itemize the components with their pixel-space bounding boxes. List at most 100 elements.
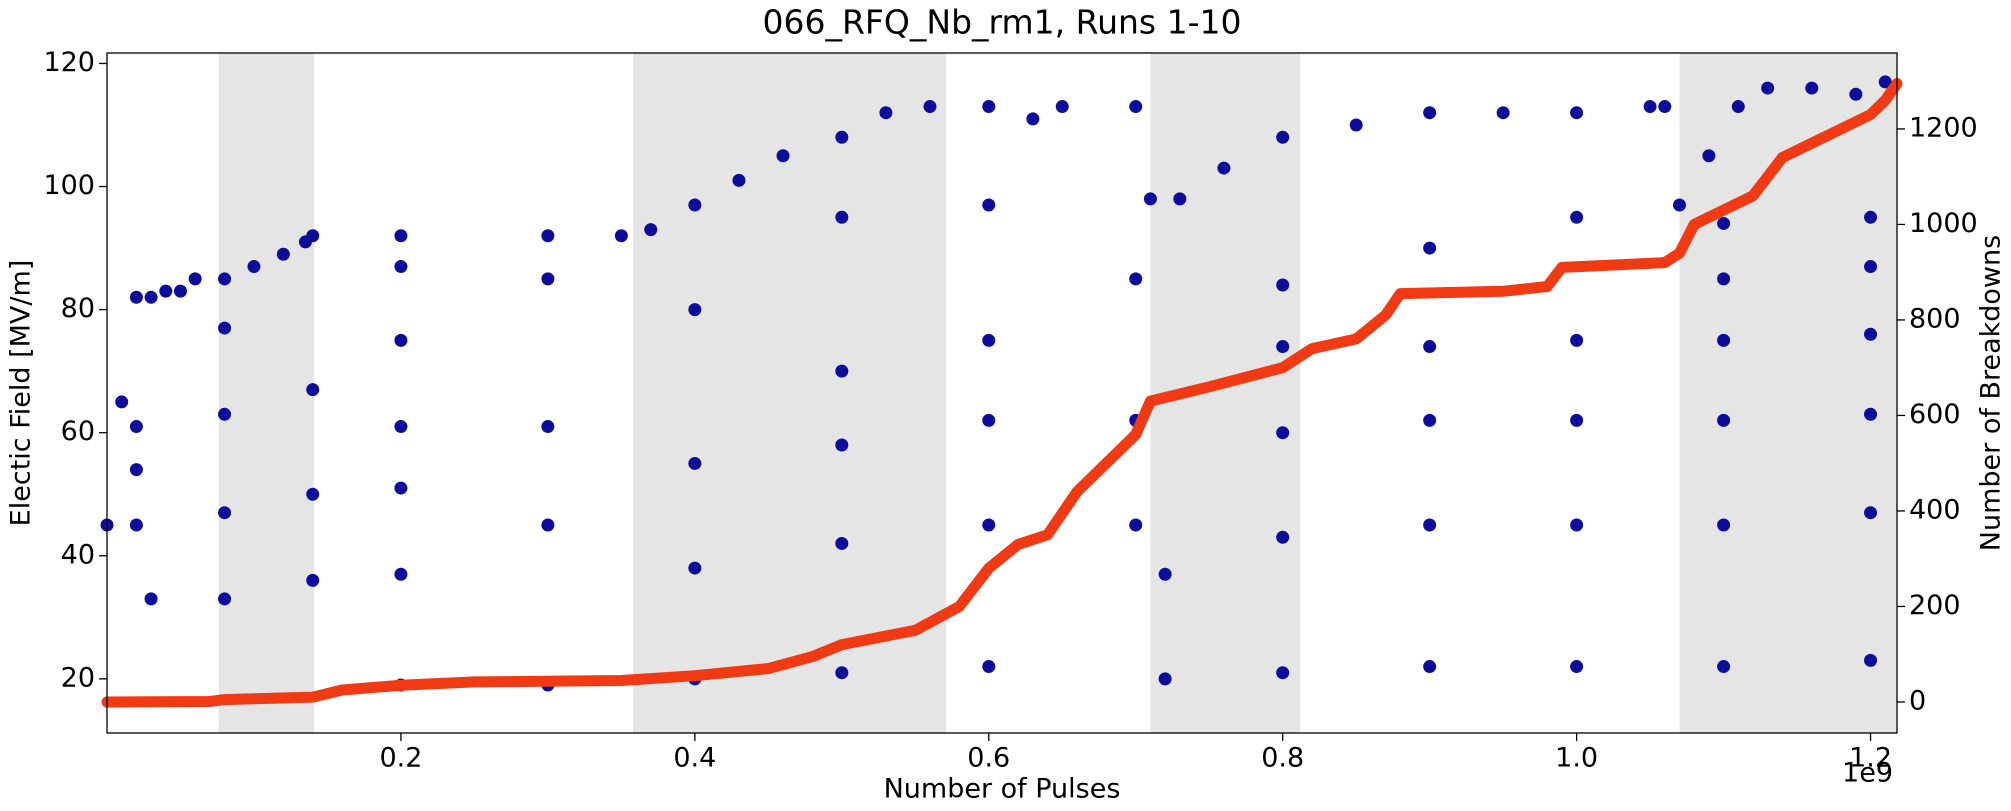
y2-tick-label: 1000 [1909,208,1978,239]
field-point [1878,75,1892,89]
field-point [173,284,187,298]
field-point [688,303,702,317]
field-point [644,223,658,237]
field-point [1864,210,1878,224]
field-point [306,383,320,397]
field-point [218,592,232,606]
field-point [1423,106,1437,120]
field-point [835,666,849,680]
field-point [835,438,849,452]
field-point [1864,327,1878,341]
field-point [541,420,555,434]
field-point [1143,192,1157,206]
y-tick-label: 80 [61,293,95,324]
field-point [879,106,893,120]
field-point [1173,192,1187,206]
x-tick-label: 0.6 [967,743,1010,774]
x-tick-label: 1.2 [1849,743,1892,774]
y2-tick-label: 600 [1909,399,1961,430]
field-point [129,290,143,304]
field-point [1276,130,1290,144]
field-point [1805,81,1819,95]
field-point [1761,81,1775,95]
y2-tick-label: 1200 [1909,112,1978,143]
field-point [1496,106,1510,120]
field-point [129,420,143,434]
field-point [159,284,173,298]
field-point [218,407,232,421]
field-point [982,518,996,532]
field-point [1276,666,1290,680]
field-point [835,536,849,550]
field-point [218,272,232,286]
field-point [688,198,702,212]
field-point [1717,272,1731,286]
field-point [1026,112,1040,126]
field-point [1658,100,1672,114]
shaded-run [1679,53,1897,733]
field-point [1849,87,1863,101]
field-point [1570,333,1584,347]
field-point [1570,518,1584,532]
field-point [776,149,790,163]
field-point [144,290,158,304]
y-tick-label: 40 [61,539,95,570]
field-point [1864,407,1878,421]
field-point [218,506,232,520]
y2-tick-label: 0 [1909,685,1926,716]
chart-title: 066_RFQ_Nb_rm1, Runs 1-10 [763,3,1242,42]
x-tick-label: 1.0 [1555,743,1598,774]
field-point [394,481,408,495]
shaded-run [218,53,315,733]
field-point [1158,672,1172,686]
y-tick-label: 20 [61,662,95,693]
field-point [1717,216,1731,230]
field-point [1717,518,1731,532]
x-tick-label: 0.4 [673,743,716,774]
field-point [394,260,408,274]
plot-frame [106,52,1898,734]
x-tick-label: 0.8 [1261,743,1304,774]
field-point [1423,241,1437,255]
y-tick-label: 100 [43,170,95,201]
field-point [306,229,320,243]
field-point [306,573,320,587]
field-point [1717,413,1731,427]
field-point [394,333,408,347]
field-point [1276,278,1290,292]
field-point [306,487,320,501]
field-point [1702,149,1716,163]
field-point [1423,413,1437,427]
y2-tick-label: 800 [1909,303,1961,334]
field-point [1129,272,1143,286]
field-point [982,413,996,427]
field-point [1349,118,1363,132]
field-point [1129,100,1143,114]
y-tick-label: 60 [61,416,95,447]
field-point [1864,653,1878,667]
field-point [1717,333,1731,347]
field-point [129,518,143,532]
field-point [1055,100,1069,114]
field-point [982,660,996,674]
field-point [129,463,143,477]
field-point [247,260,261,274]
field-point [982,100,996,114]
field-point [188,272,202,286]
x-axis-label: Number of Pulses [884,774,1121,805]
field-point [394,420,408,434]
field-point [1864,260,1878,274]
shaded-run [633,53,947,733]
field-point [1570,413,1584,427]
field-point [541,272,555,286]
field-point [1423,340,1437,354]
y-tick-label: 120 [43,47,95,78]
y2-tick-label: 400 [1909,494,1961,525]
field-point [541,518,555,532]
field-point [1570,660,1584,674]
field-point [1276,340,1290,354]
field-point [1158,567,1172,581]
field-point [276,247,290,261]
field-point [218,321,232,335]
